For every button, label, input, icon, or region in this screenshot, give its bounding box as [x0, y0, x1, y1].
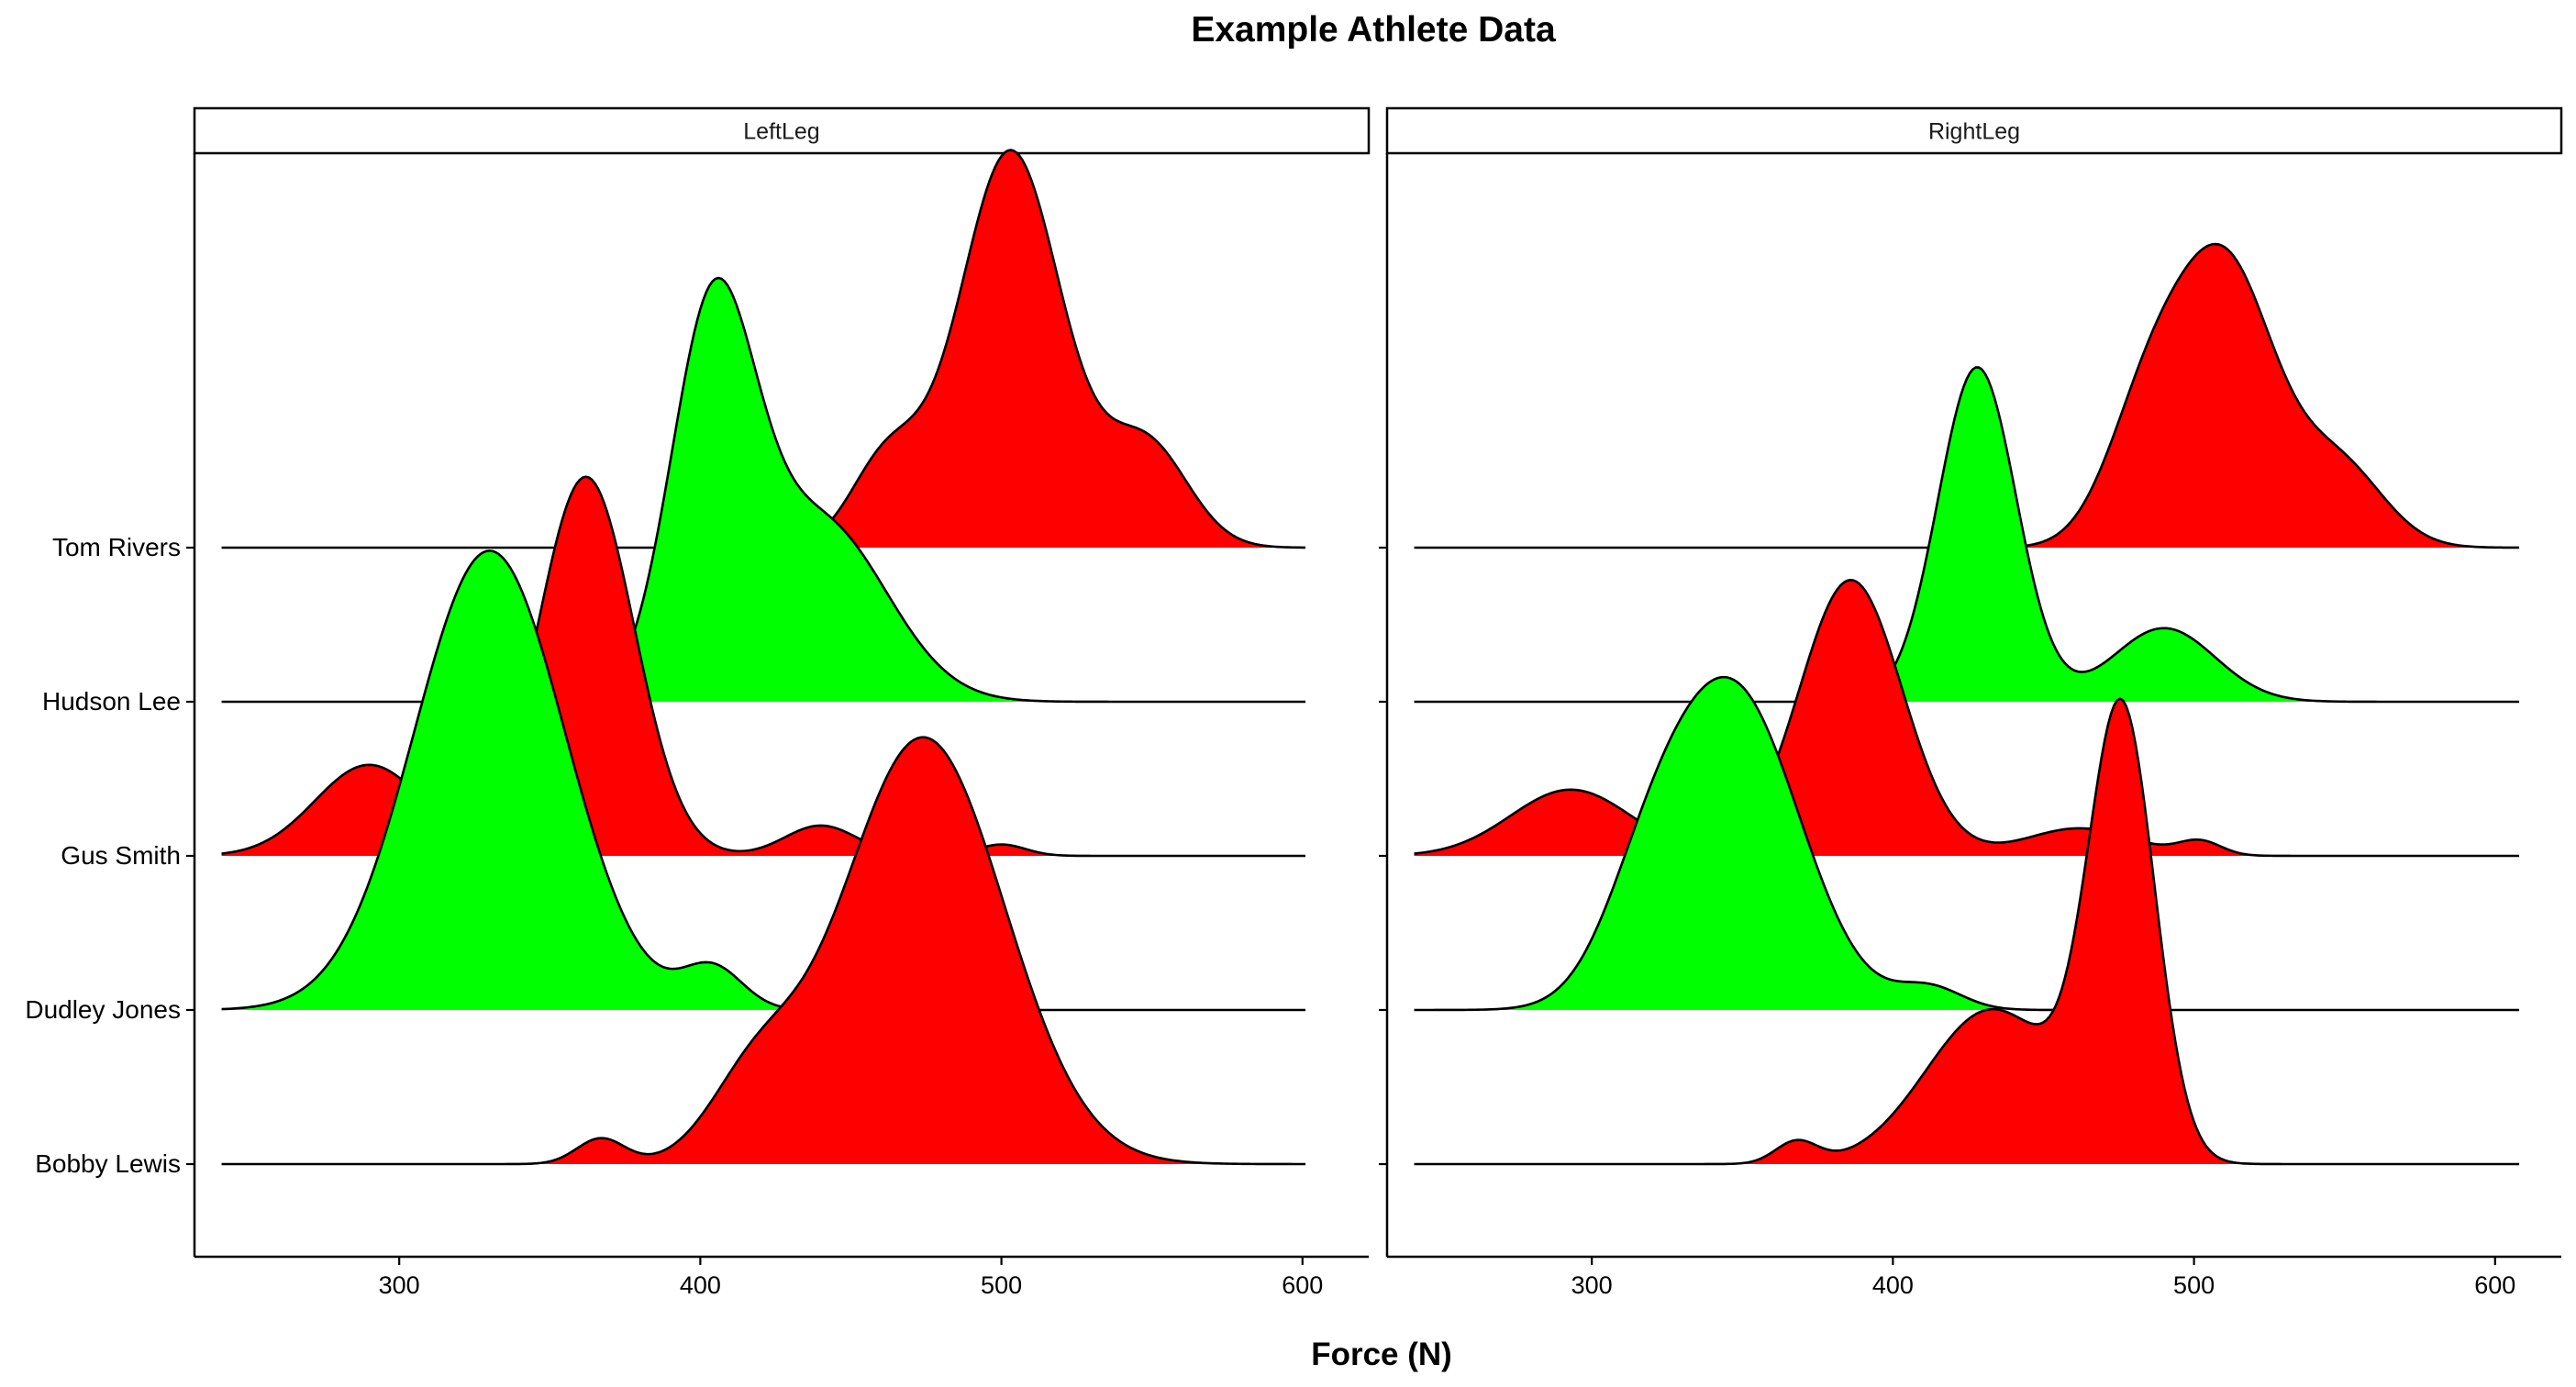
ridge-fill-dudley-jones-rightleg: [1414, 677, 2520, 1010]
y-label-hudson-lee: Hudson Lee: [42, 687, 181, 716]
ridge-fill-dudley-jones-leftleg: [221, 550, 1306, 1010]
ridge-gus-smith-rightleg: [1414, 578, 2520, 858]
panel-leftleg: LeftLeg 300 400 500 600: [186, 106, 1371, 1299]
y-label-tom-rivers: Tom Rivers: [52, 533, 181, 561]
strip-box-leftleg: [193, 106, 1371, 155]
ridge-fill-bobby-lewis-leftleg: [221, 737, 1306, 1164]
ridge-outline-hudson-lee-leftleg: [221, 276, 1306, 704]
x-tick-label-rightleg-500: 500: [2173, 1271, 2215, 1299]
ridge-fill-gus-smith-rightleg: [1414, 580, 2520, 856]
strip-label-leftleg: LeftLeg: [743, 119, 819, 145]
y-label-bobby-lewis: Bobby Lewis: [35, 1149, 181, 1178]
ridge-fill-bobby-lewis-rightleg: [1414, 698, 2520, 1164]
panels-layer: LeftLeg 300 400 500 600 RightLeg 300 400 500 600: [186, 106, 2563, 1299]
chart-title: Example Athlete Data: [1191, 10, 1556, 50]
ridge-outline-dudley-jones-rightleg: [1414, 675, 2520, 1012]
ridge-bobby-lewis-leftleg: [221, 736, 1306, 1166]
y-label-dudley-jones: Dudley Jones: [25, 995, 181, 1024]
ridge-dudley-jones-rightleg: [1414, 675, 2520, 1012]
x-tick-label-leftleg-400: 400: [680, 1271, 721, 1299]
x-tick-label-leftleg-500: 500: [981, 1271, 1022, 1299]
ridge-outline-dudley-jones-leftleg: [221, 549, 1306, 1012]
ridge-fill-tom-rivers-rightleg: [1414, 244, 2520, 548]
ridge-outline-bobby-lewis-leftleg: [221, 736, 1306, 1166]
y-label-gus-smith: Gus Smith: [61, 841, 181, 870]
x-tick-label-leftleg-300: 300: [379, 1271, 420, 1299]
strip-box-rightleg: [1385, 106, 2563, 155]
ridge-hudson-lee-leftleg: [221, 276, 1306, 704]
ridge-hudson-lee-rightleg: [1414, 366, 2520, 704]
ridge-outline-gus-smith-rightleg: [1414, 578, 2520, 858]
ridge-fill-gus-smith-leftleg: [221, 476, 1306, 856]
ridge-fill-tom-rivers-leftleg: [221, 150, 1306, 548]
strip-label-rightleg: RightLeg: [1928, 119, 2020, 145]
y-axis-labels: Bobby Lewis Dudley Jones Gus Smith Hudson L…: [25, 533, 181, 1178]
ridge-dudley-jones-leftleg: [221, 549, 1306, 1012]
ridge-outline-hudson-lee-rightleg: [1414, 366, 2520, 704]
ridge-fill-hudson-lee-rightleg: [1414, 367, 2520, 702]
ridge-fill-hudson-lee-leftleg: [221, 278, 1306, 702]
panel-rightleg: RightLeg 300 400 500 600: [1379, 106, 2563, 1299]
ridge-bobby-lewis-rightleg: [1414, 697, 2520, 1166]
ridge-outline-bobby-lewis-rightleg: [1414, 697, 2520, 1166]
x-axis-title: Force (N): [1311, 1337, 1452, 1372]
x-tick-label-leftleg-600: 600: [1282, 1271, 1323, 1299]
x-tick-label-rightleg-400: 400: [1872, 1271, 1914, 1299]
x-tick-label-rightleg-300: 300: [1571, 1271, 1613, 1299]
x-tick-label-rightleg-600: 600: [2474, 1271, 2515, 1299]
